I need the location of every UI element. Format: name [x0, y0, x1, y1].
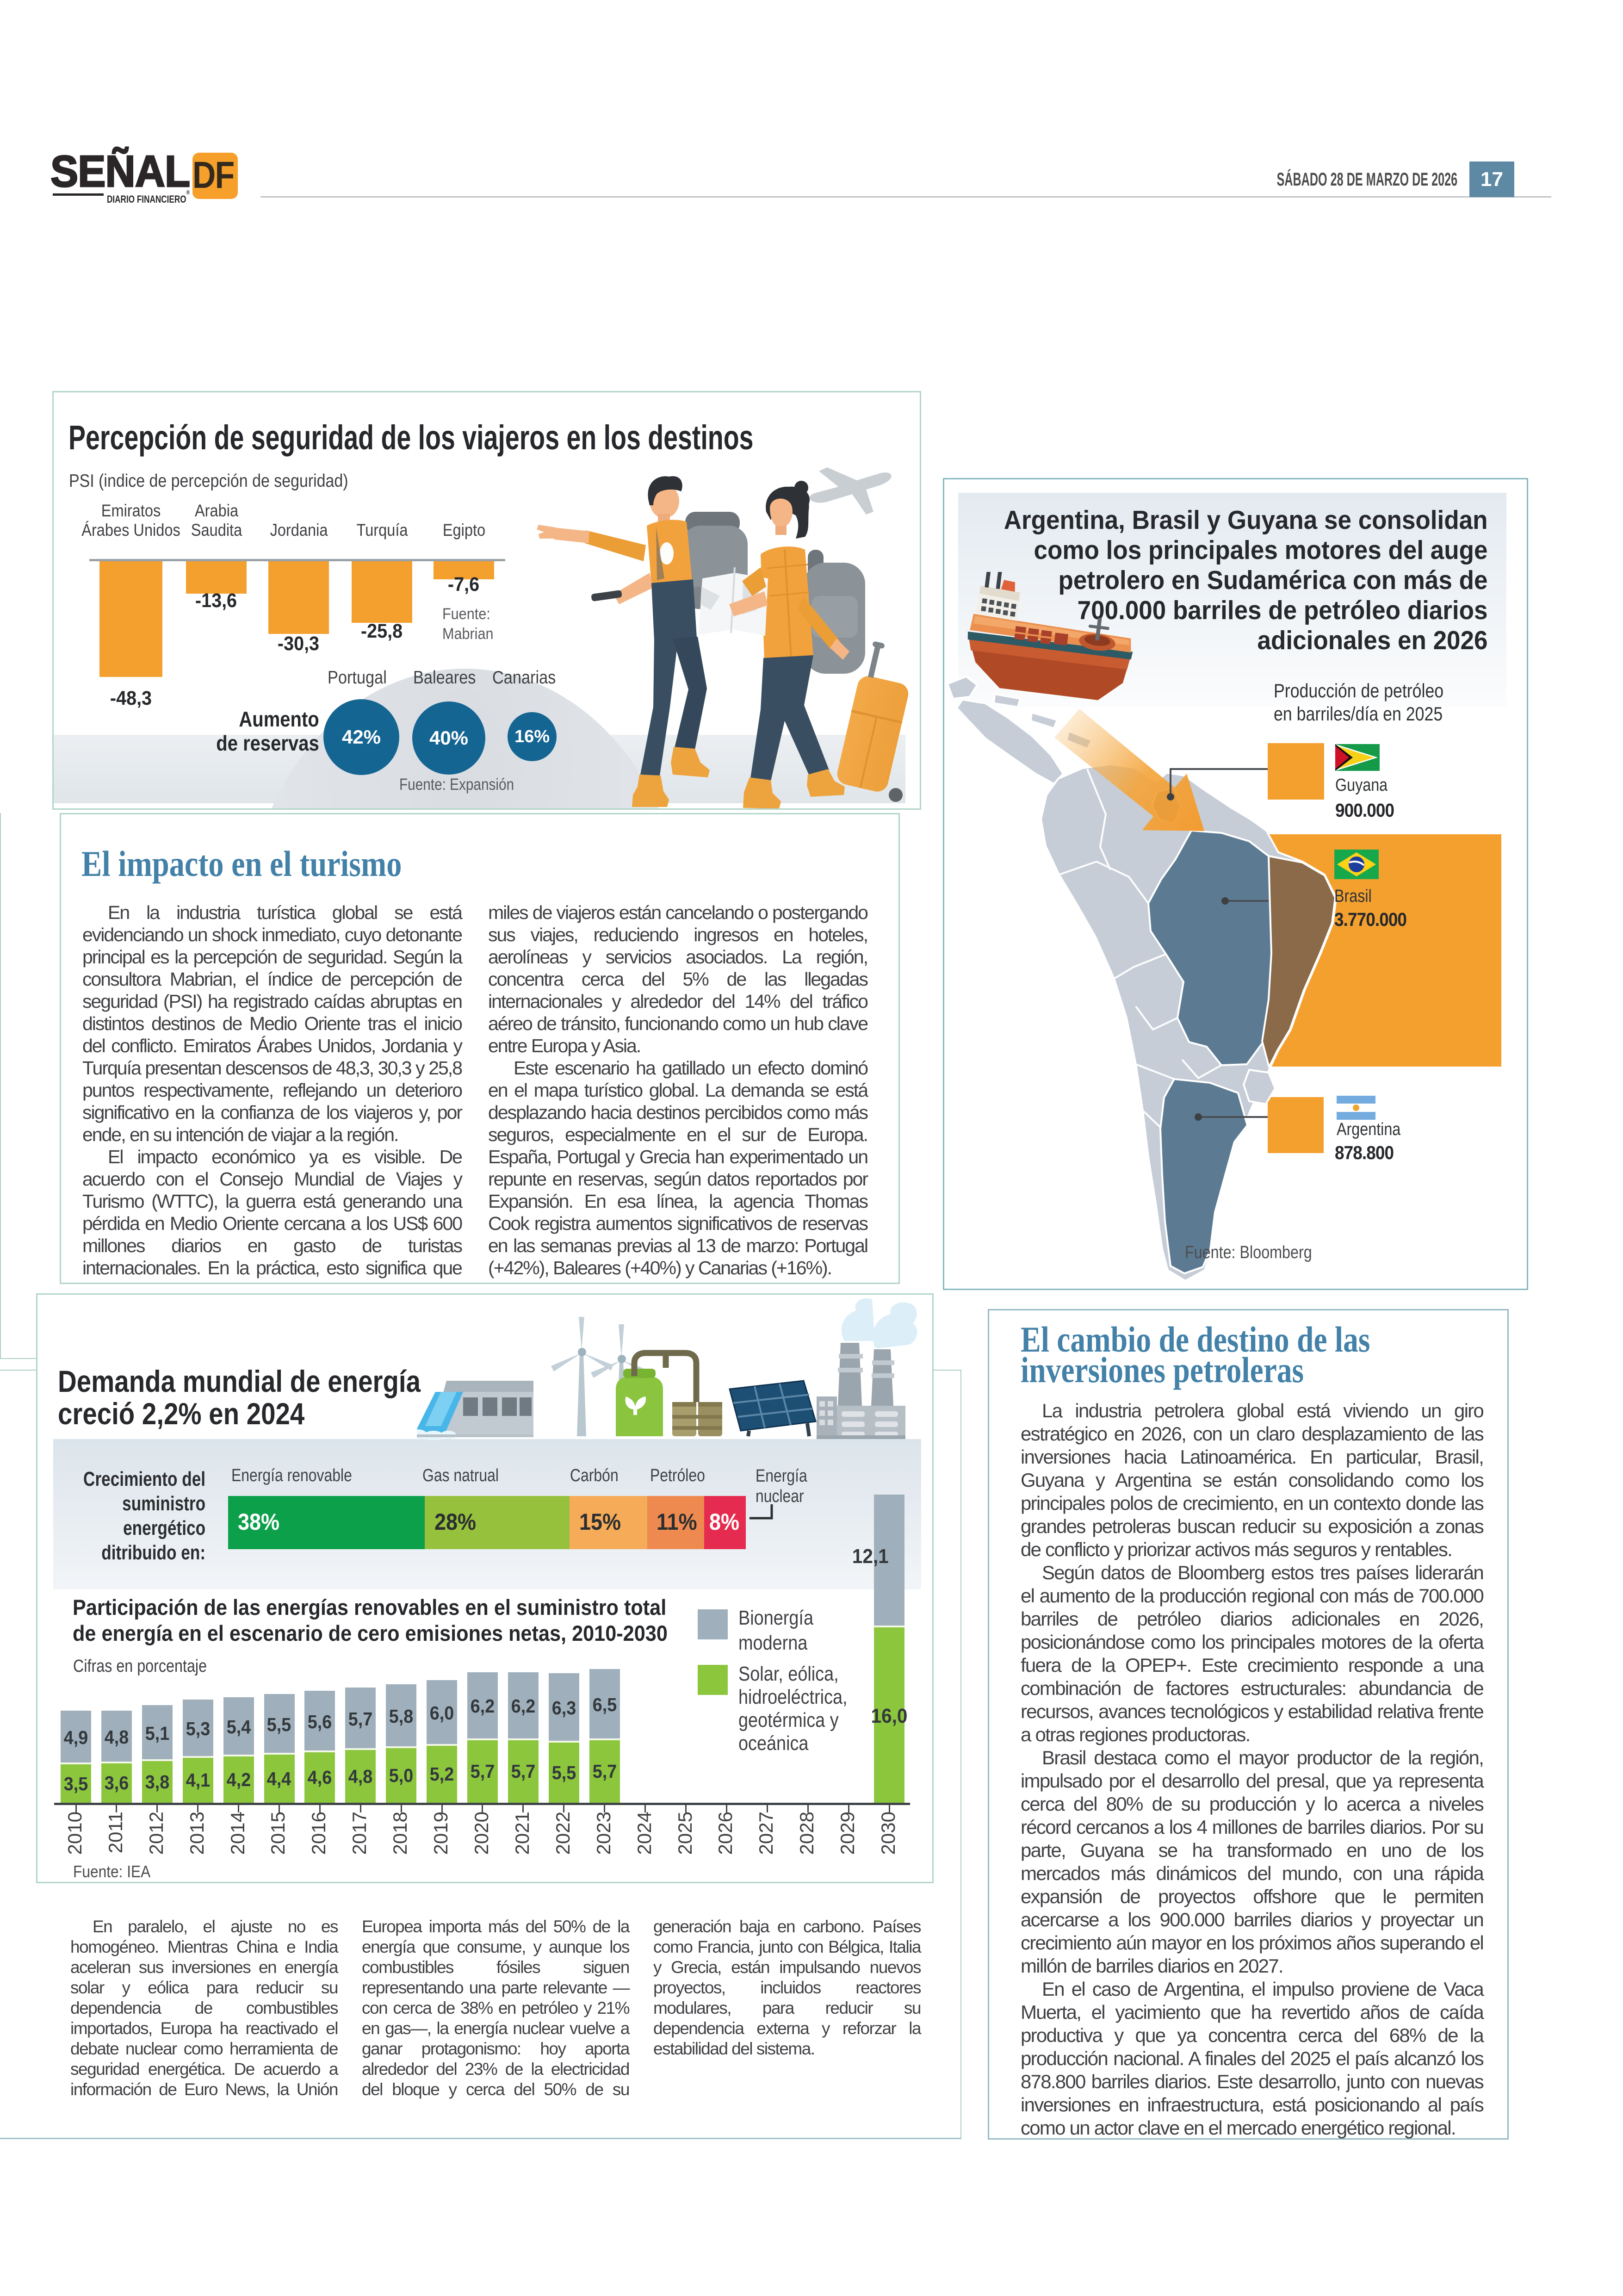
svg-text:6,5: 6,5 — [593, 1694, 617, 1716]
svg-text:2026: 2026 — [714, 1812, 736, 1855]
svg-text:Fuente:: Fuente: — [442, 605, 490, 623]
svg-text:5,8: 5,8 — [389, 1706, 413, 1727]
svg-text:2019: 2019 — [430, 1812, 452, 1855]
svg-text:Mabrian: Mabrian — [442, 625, 493, 643]
svg-text:Emiratos: Emiratos — [101, 501, 161, 520]
svg-text:6,2: 6,2 — [471, 1696, 495, 1717]
svg-text:4,8: 4,8 — [348, 1766, 372, 1787]
svg-text:Saudita: Saudita — [191, 521, 242, 540]
svg-text:2017: 2017 — [348, 1812, 370, 1855]
svg-text:6,0: 6,0 — [430, 1703, 454, 1724]
svg-text:-30,3: -30,3 — [278, 632, 319, 654]
svg-text:6,2: 6,2 — [511, 1696, 535, 1717]
svg-text:5,6: 5,6 — [308, 1712, 332, 1733]
svg-text:2025: 2025 — [674, 1812, 696, 1855]
svg-text:5,2: 5,2 — [430, 1764, 454, 1785]
svg-text:5,7: 5,7 — [511, 1761, 535, 1782]
svg-text:16,0: 16,0 — [871, 1704, 908, 1727]
svg-text:3,6: 3,6 — [105, 1773, 129, 1794]
svg-text:4,8: 4,8 — [105, 1727, 129, 1748]
svg-text:2027: 2027 — [755, 1812, 777, 1855]
svg-text:2028: 2028 — [796, 1812, 818, 1855]
svg-text:-25,8: -25,8 — [361, 620, 403, 642]
svg-text:-13,6: -13,6 — [195, 589, 237, 611]
svg-text:2016: 2016 — [308, 1812, 329, 1855]
svg-text:2010: 2010 — [64, 1812, 86, 1855]
svg-text:5,7: 5,7 — [593, 1761, 617, 1782]
svg-text:2022: 2022 — [552, 1812, 574, 1855]
svg-text:5,4: 5,4 — [227, 1717, 251, 1738]
svg-text:Jordania: Jordania — [270, 521, 328, 540]
svg-text:2012: 2012 — [145, 1812, 167, 1855]
svg-text:2011: 2011 — [105, 1812, 126, 1853]
svg-text:2014: 2014 — [227, 1812, 248, 1855]
svg-text:4,6: 4,6 — [308, 1767, 332, 1788]
svg-text:3,5: 3,5 — [64, 1774, 88, 1795]
svg-text:Arabia: Arabia — [195, 501, 239, 520]
svg-text:2021: 2021 — [511, 1812, 533, 1855]
svg-text:5,1: 5,1 — [145, 1723, 169, 1744]
svg-text:4,1: 4,1 — [186, 1770, 210, 1791]
svg-text:4,9: 4,9 — [64, 1727, 88, 1749]
svg-text:3,8: 3,8 — [145, 1772, 169, 1793]
svg-text:2018: 2018 — [389, 1812, 411, 1855]
svg-text:Árabes Unidos: Árabes Unidos — [81, 521, 180, 540]
svg-text:5,7: 5,7 — [348, 1709, 372, 1730]
svg-text:Egipto: Egipto — [443, 521, 485, 540]
svg-text:5,5: 5,5 — [552, 1762, 576, 1784]
svg-text:2023: 2023 — [593, 1812, 614, 1855]
svg-text:2015: 2015 — [267, 1812, 289, 1855]
svg-text:5,7: 5,7 — [471, 1761, 495, 1782]
svg-text:2013: 2013 — [186, 1812, 208, 1855]
svg-text:-48,3: -48,3 — [110, 687, 152, 709]
svg-text:12,1: 12,1 — [852, 1545, 889, 1567]
svg-text:2030: 2030 — [877, 1812, 899, 1855]
svg-text:5,3: 5,3 — [186, 1719, 210, 1740]
svg-text:6,3: 6,3 — [552, 1698, 576, 1719]
svg-text:2029: 2029 — [836, 1812, 858, 1855]
svg-text:5,5: 5,5 — [267, 1714, 291, 1736]
svg-text:2024: 2024 — [633, 1812, 655, 1855]
svg-text:2020: 2020 — [471, 1812, 492, 1855]
svg-text:5,0: 5,0 — [389, 1765, 413, 1787]
svg-text:-7,6: -7,6 — [448, 573, 479, 595]
svg-text:Turquía: Turquía — [357, 521, 409, 540]
svg-text:4,2: 4,2 — [227, 1769, 251, 1791]
svg-text:4,4: 4,4 — [267, 1769, 291, 1790]
